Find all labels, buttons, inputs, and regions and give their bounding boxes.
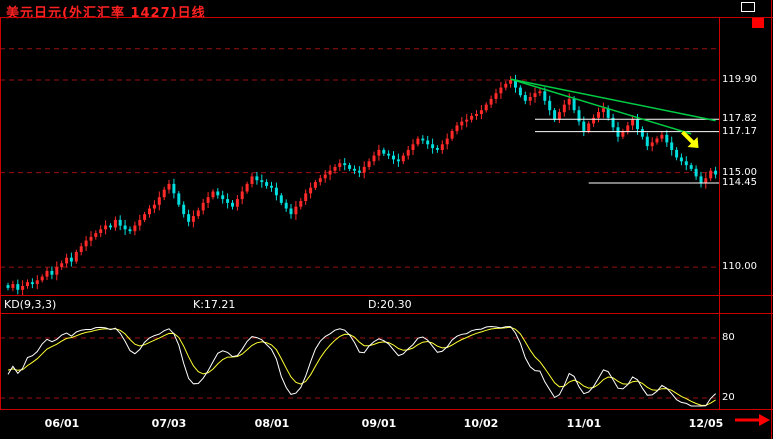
divider <box>0 17 1 410</box>
indicator-name: KD(9,3,3) <box>4 298 57 311</box>
price-axis-label: 119.90 <box>722 74 757 85</box>
price-axis-label: 114.45 <box>722 177 757 188</box>
kd-axis-label: 20 <box>722 392 735 403</box>
right-arrow-icon[interactable] <box>733 412 771 432</box>
date-axis-label: 09/01 <box>361 417 397 430</box>
price-axis-label: 117.82 <box>722 113 757 124</box>
divider <box>771 0 772 439</box>
date-axis-label: 08/01 <box>254 417 290 430</box>
red-marker-icon <box>752 17 764 28</box>
date-axis-label: 11/01 <box>566 417 602 430</box>
price-axis-label: 110.00 <box>722 261 757 272</box>
candlestick-chart[interactable] <box>0 17 719 295</box>
kd-axis-label: 80 <box>722 332 735 343</box>
k-value-label: K:17.21 <box>193 298 236 311</box>
kd-indicator-chart[interactable] <box>0 313 719 409</box>
indicator-bar: KD(9,3,3) K:17.21 D:20.30 <box>0 296 719 313</box>
window-button[interactable] <box>741 2 755 12</box>
date-axis-label: 10/02 <box>463 417 499 430</box>
divider <box>0 295 773 296</box>
date-axis-label: 12/05 <box>688 417 724 430</box>
price-axis: 119.90 117.82 117.17 115.00 114.45 110.00 80 20 <box>720 0 772 439</box>
date-axis: 06/01 07/03 08/01 09/01 10/02 11/01 12/05 <box>0 410 773 439</box>
date-axis-label: 07/03 <box>151 417 187 430</box>
price-axis-label: 115.00 <box>722 167 757 178</box>
divider <box>0 313 773 314</box>
d-value-label: D:20.30 <box>368 298 412 311</box>
divider <box>719 17 720 410</box>
date-axis-label: 06/01 <box>44 417 80 430</box>
price-axis-label: 117.17 <box>722 126 757 137</box>
divider <box>0 409 773 410</box>
divider <box>0 17 773 18</box>
